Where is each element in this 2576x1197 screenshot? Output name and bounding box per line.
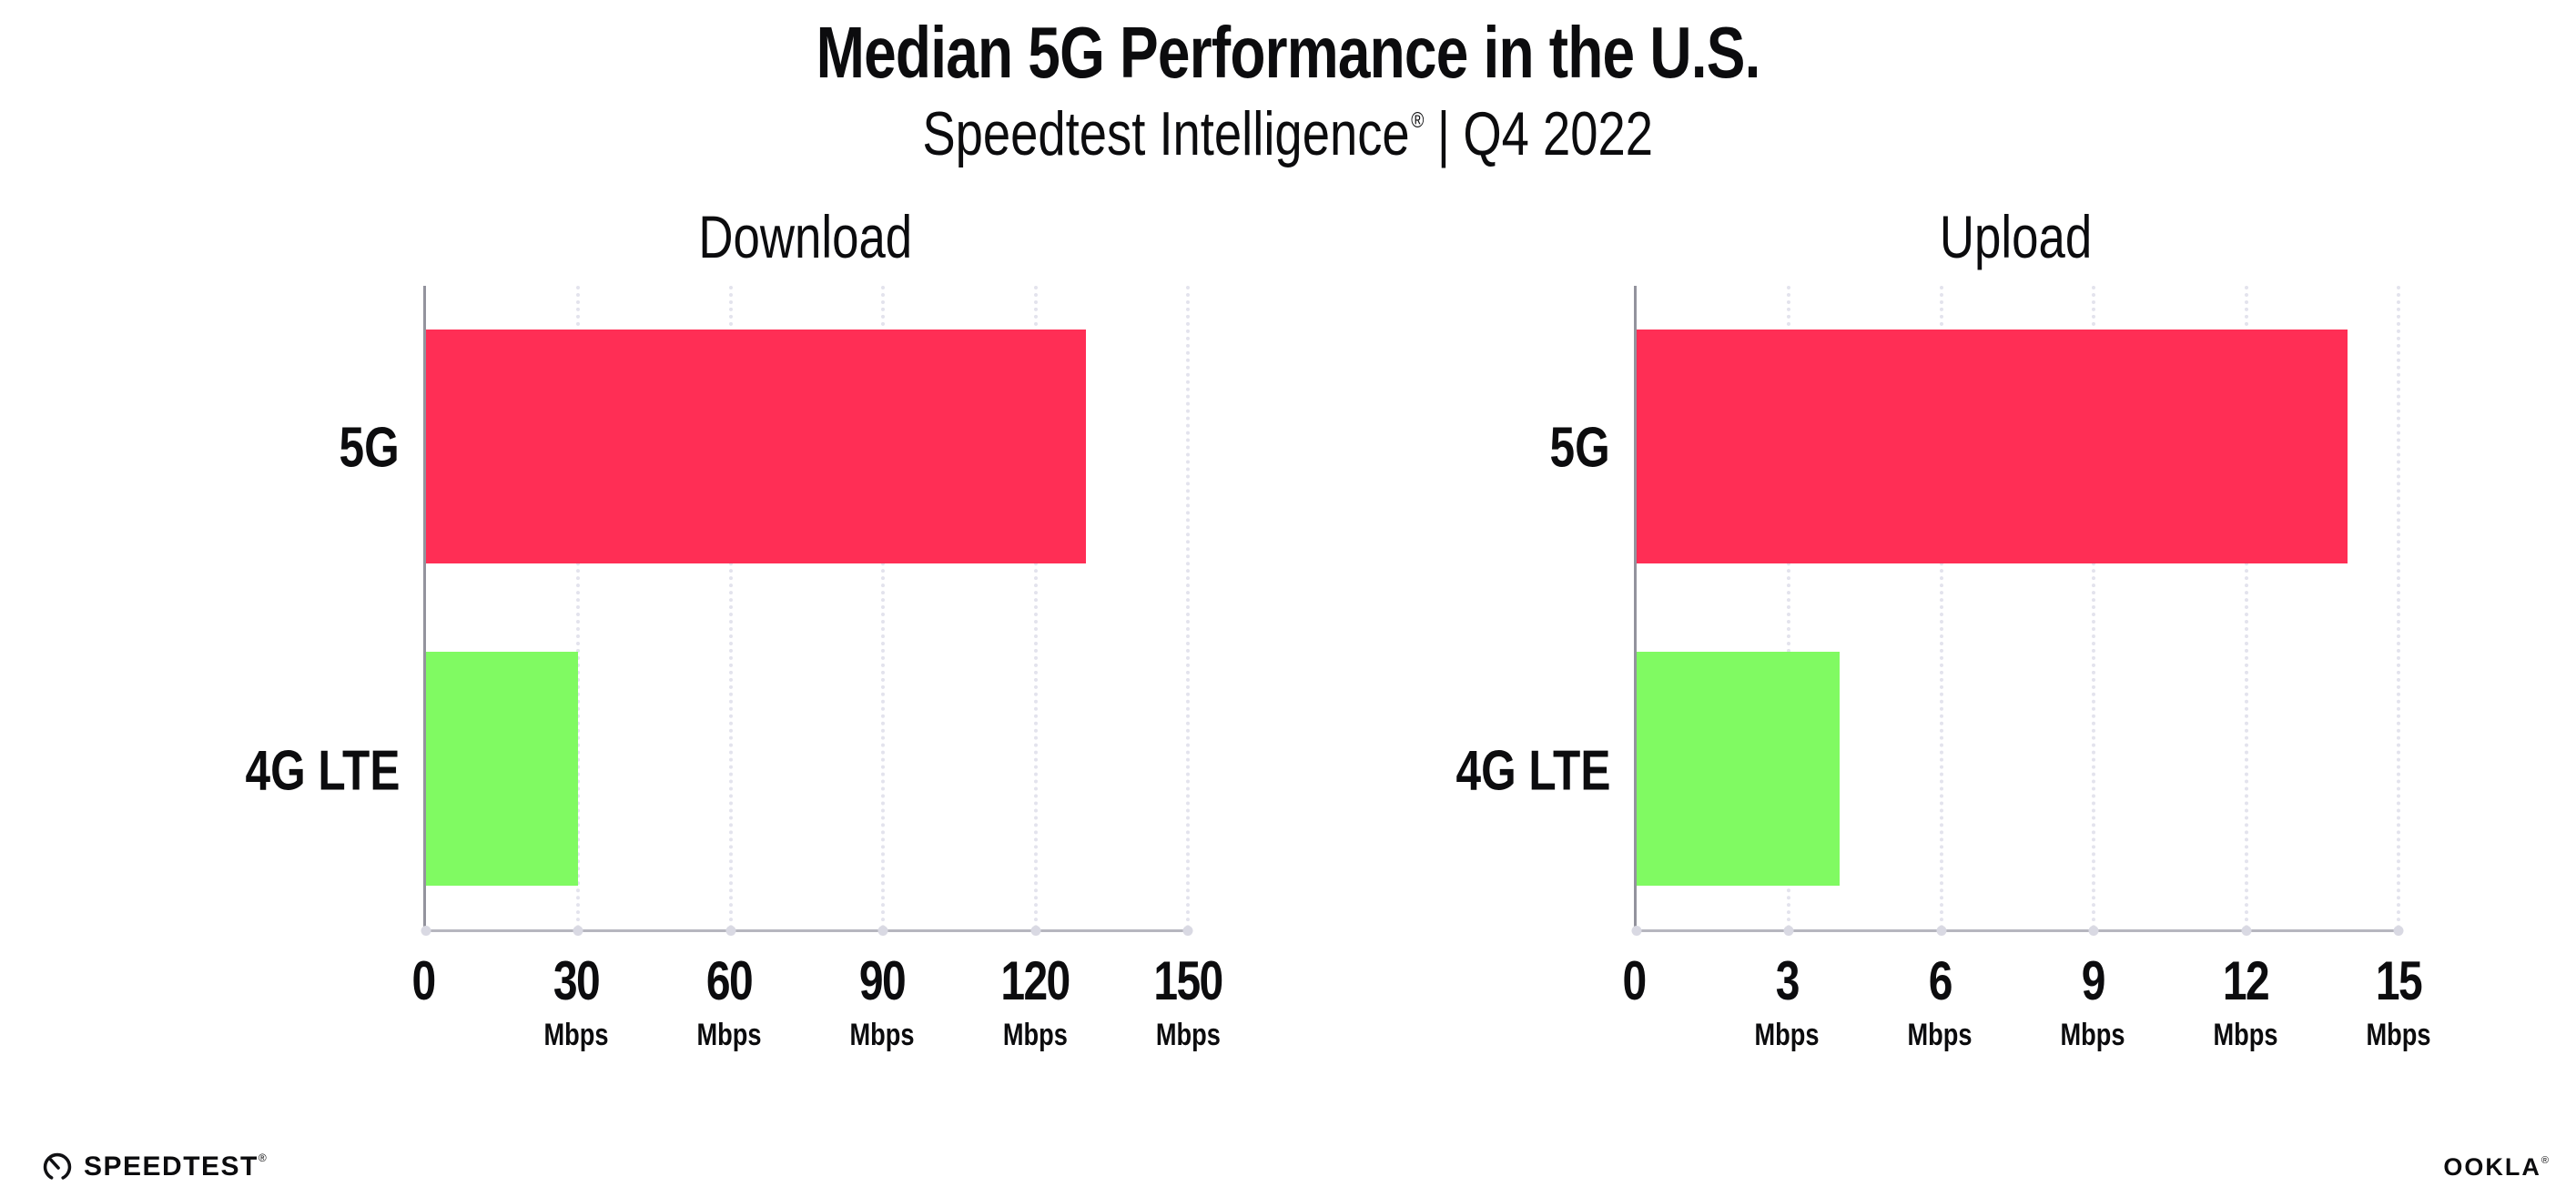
gridline-60: [728, 286, 733, 930]
axis-tick-dot-0: [421, 926, 431, 937]
page-title: Median 5G Performance in the U.S.: [816, 12, 1761, 93]
upload-chart-panel: Upload 5G 4G LTE 0 3 Mbps 6 Mbps 9 Mbps 12 Mbps 15…: [1388, 202, 2430, 1091]
download-chart-panel: Download 5G 4G LTE 0 30 Mbps 60 Mbps 90 Mbps 120…: [177, 202, 1223, 1091]
x-tick-30: 30 Mbps: [543, 950, 609, 1053]
footer: SPEEDTEST® OOKLA®: [42, 1151, 2549, 1182]
axis-tick-dot-12: [2241, 926, 2252, 937]
subtitle-product: Speedtest Intelligence: [922, 99, 1410, 168]
x-tick-6: 6 Mbps: [1907, 950, 1973, 1053]
download-chart-title: Download: [698, 203, 913, 271]
axis-tick-dot-9: [2088, 926, 2099, 937]
download-y-axis-labels: 5G 4G LTE: [177, 286, 423, 932]
category-label-4g-lte: 4G LTE: [1455, 739, 1610, 803]
category-label-5g: 5G: [339, 416, 400, 480]
gridline-3: [1787, 286, 1791, 930]
gridline-12: [2244, 286, 2248, 930]
gridline-15: [2397, 286, 2400, 930]
subtitle-period: Q4 2022: [1463, 99, 1654, 168]
x-tick-3: 3 Mbps: [1754, 950, 1820, 1053]
x-tick-15: 15 Mbps: [2366, 950, 2431, 1053]
subtitle-separator: |: [1437, 99, 1451, 168]
gridline-30: [576, 286, 581, 930]
x-tick-90: 90 Mbps: [849, 950, 915, 1053]
speedtest-logo: SPEEDTEST®: [42, 1151, 267, 1182]
category-label-4g-lte: 4G LTE: [245, 739, 400, 803]
upload-y-axis-labels: 5G 4G LTE: [1388, 286, 1634, 932]
bar-4g-lte-download: [426, 652, 579, 887]
header: Median 5G Performance in the U.S. Speedt…: [0, 0, 2576, 169]
registered-trademark-icon: ®: [1411, 108, 1425, 133]
bar-5g-upload: [1637, 330, 2348, 563]
axis-tick-dot-0: [1631, 926, 1642, 937]
gridline-150: [1186, 286, 1190, 930]
upload-chart-title: Upload: [1940, 203, 2093, 271]
axis-tick-dot-30: [573, 926, 583, 937]
axis-tick-dot-6: [1936, 926, 1947, 937]
download-chart: 5G 4G LTE: [177, 286, 1193, 937]
x-tick-120: 120 Mbps: [1000, 950, 1070, 1053]
charts-row: Download 5G 4G LTE 0 30 Mbps 60 Mbps 90 Mbps 120…: [0, 202, 2576, 1091]
axis-tick-dot-60: [725, 926, 736, 937]
speedtest-wordmark: SPEEDTEST: [84, 1151, 259, 1182]
axis-tick-dot-90: [877, 926, 888, 937]
gridline-6: [1939, 286, 1943, 930]
bar-4g-lte-upload: [1637, 652, 1841, 887]
bar-5g-download: [426, 330, 1087, 563]
category-label-5g: 5G: [1549, 416, 1610, 480]
x-tick-0: 0: [1622, 950, 1647, 1012]
download-x-axis: 0 30 Mbps 60 Mbps 90 Mbps 120 Mbps 150 Mbps: [411, 932, 1223, 1091]
axis-tick-dot-3: [1783, 926, 1794, 937]
x-tick-150: 150 Mbps: [1153, 950, 1223, 1053]
gridline-120: [1033, 286, 1038, 930]
ookla-registered-icon: ®: [2541, 1154, 2549, 1166]
x-tick-0: 0: [411, 950, 436, 1012]
gridline-90: [881, 286, 886, 930]
axis-tick-dot-120: [1030, 926, 1041, 937]
x-tick-9: 9 Mbps: [2060, 950, 2125, 1053]
axis-tick-dot-150: [1182, 926, 1193, 937]
axis-tick-dot-15: [2393, 926, 2404, 937]
x-tick-60: 60 Mbps: [696, 950, 762, 1053]
upload-chart: 5G 4G LTE: [1388, 286, 2404, 937]
x-tick-12: 12 Mbps: [2213, 950, 2278, 1053]
download-plot-area: [421, 286, 1193, 937]
ookla-wordmark: OOKLA: [2443, 1152, 2541, 1181]
upload-plot-area: [1631, 286, 2404, 937]
gridline-9: [2092, 286, 2096, 930]
page-subtitle: Speedtest Intelligence® | Q4 2022: [0, 98, 2576, 169]
speedtest-gauge-icon: [43, 1152, 72, 1182]
ookla-logo: OOKLA®: [2443, 1153, 2549, 1182]
speedtest-registered-icon: ®: [258, 1151, 267, 1164]
upload-x-axis: 0 3 Mbps 6 Mbps 9 Mbps 12 Mbps 15 Mbps: [1622, 932, 2430, 1091]
